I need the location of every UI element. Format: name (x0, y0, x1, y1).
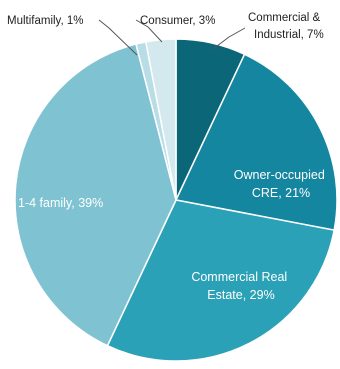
leader-line-multifamily (98, 19, 138, 56)
leader-lines (98, 19, 246, 56)
leader-line-consumer (135, 19, 163, 43)
slice-label-owner-occupied-cre: Owner-occupied CRE, 21% (234, 168, 329, 200)
pie-slices (14, 38, 338, 362)
slice-label-1-4-family: 1-4 family, 39% (18, 196, 103, 210)
leader-line-commercial-industrial (212, 27, 246, 50)
slice-label-consumer: Consumer, 3% (140, 15, 215, 27)
slice-label-commercial-real-estate: Commercial Real Estate, 29% (191, 270, 290, 302)
slice-label-commercial-industrial: Commercial & Industrial, 7% (248, 12, 324, 41)
pie-slice-owner-occupied-cre (174, 53, 338, 232)
pie-slice-consumer (144, 38, 177, 201)
pie-slice-commercial-real-estate (106, 199, 336, 362)
pie-slice-1-4-family (14, 43, 177, 347)
slice-label-multifamily: Multifamily, 1% (7, 15, 83, 27)
